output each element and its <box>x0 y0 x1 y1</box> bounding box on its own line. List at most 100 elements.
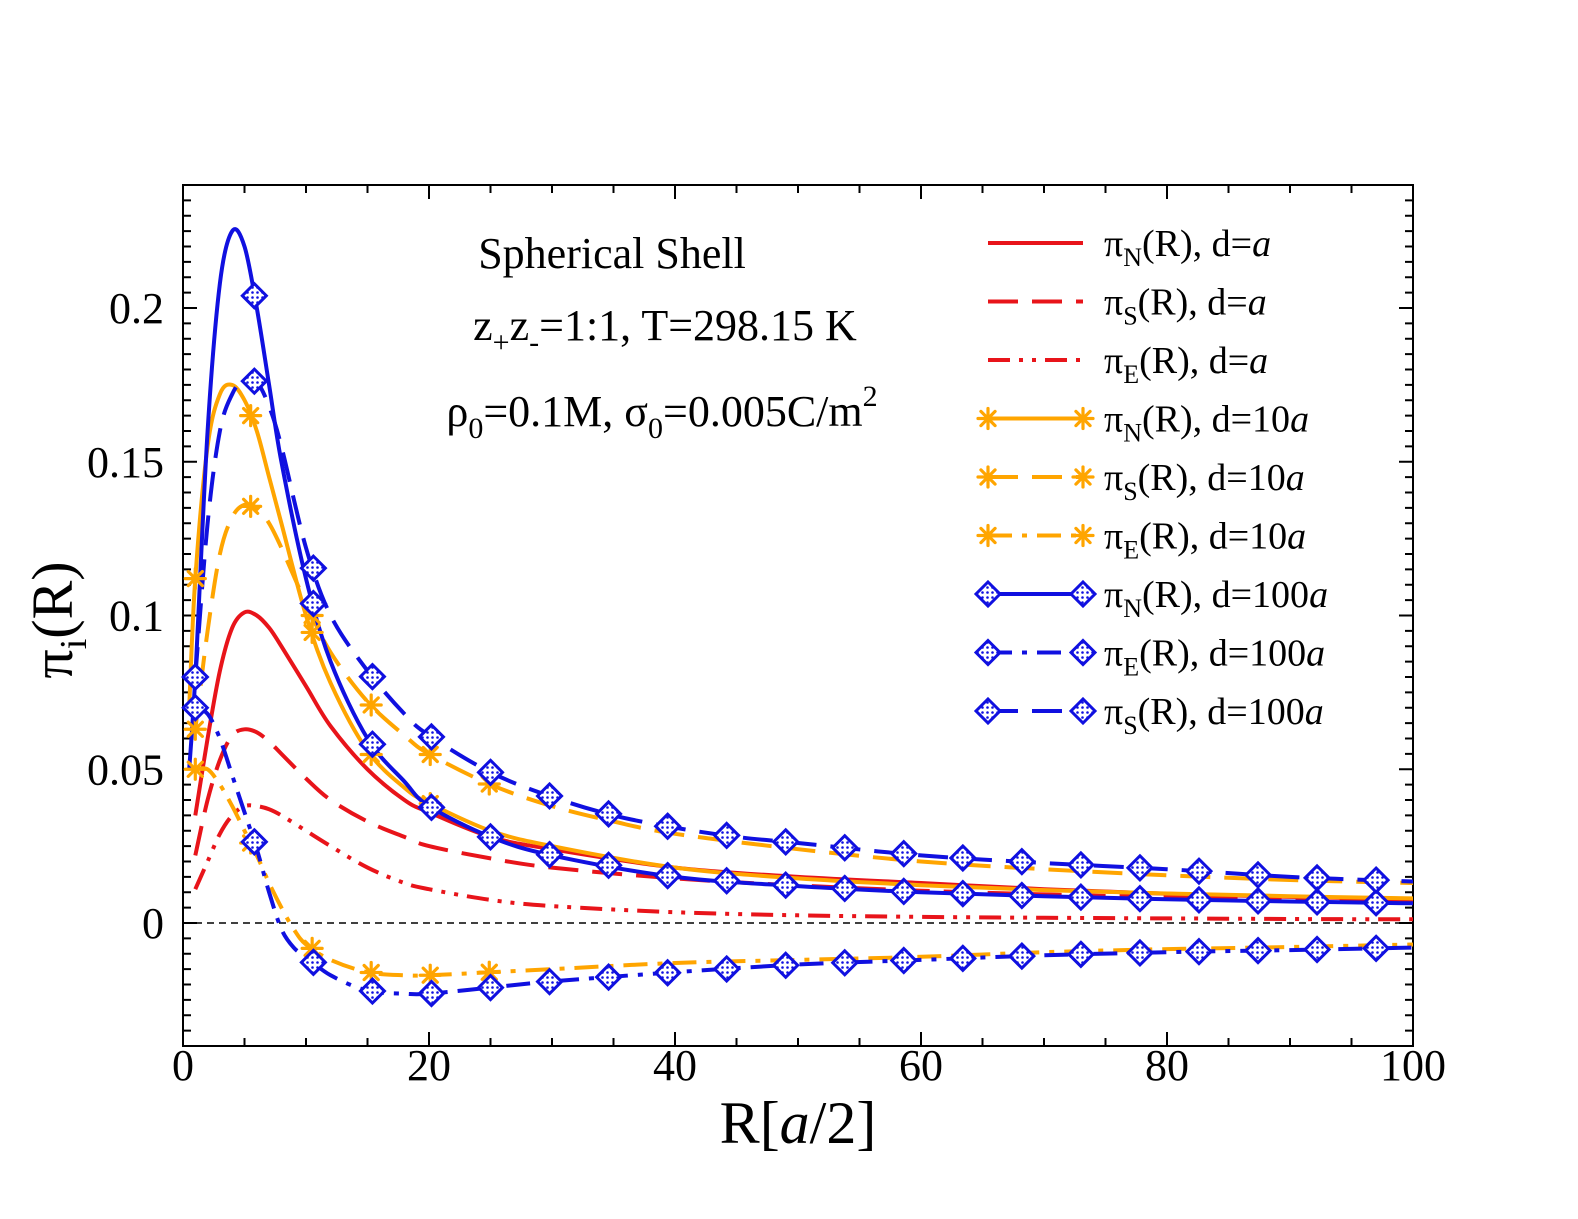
legend-label: πE(R), d=a <box>1104 340 1268 389</box>
series-8-point <box>712 954 741 984</box>
series-9-point <box>830 833 859 862</box>
series-9-point <box>1243 860 1273 889</box>
series-9-point <box>535 781 564 811</box>
series-7-point <box>240 281 269 310</box>
x-tick-label: 40 <box>653 1041 697 1090</box>
legend-item: πS(R), d=10a <box>976 457 1305 506</box>
series-8-point <box>1066 940 1096 969</box>
series-9-point <box>358 662 387 691</box>
legend-swatch-marker <box>1071 406 1095 431</box>
series-6-point <box>183 757 207 781</box>
series-markers <box>181 281 1391 1008</box>
y-tick-label: 0.2 <box>109 284 164 333</box>
series-7-point <box>771 871 800 900</box>
axis-ticks <box>182 184 1414 1047</box>
series-line-8 <box>194 705 1413 997</box>
series-9-point <box>594 799 623 829</box>
series-9-point <box>1125 853 1155 882</box>
series-line-3 <box>193 803 1413 922</box>
series-9-point <box>1184 857 1214 886</box>
y-tick-label: 0.05 <box>87 745 164 794</box>
legend-swatch-marker <box>973 696 1003 726</box>
series-7-point <box>1243 886 1273 916</box>
series-7-point <box>1125 884 1155 913</box>
series-7-point <box>299 589 328 618</box>
annotation-params: ρ0=0.1M, σ0=0.005C/m2 <box>446 380 877 445</box>
series-line-6 <box>195 766 1413 978</box>
x-axis-label: R[a/2] <box>720 1090 877 1156</box>
series-8-point <box>535 967 564 996</box>
series-9-point <box>417 722 446 752</box>
series-8-point <box>1007 941 1036 971</box>
x-tick-label: 0 <box>172 1041 194 1090</box>
legend-swatch-marker <box>976 523 1000 548</box>
y-tick-label: 0 <box>142 899 164 948</box>
series-7-point <box>712 866 741 895</box>
series-8-point <box>653 958 682 987</box>
legend-swatch-marker <box>1071 523 1095 548</box>
series-9-point <box>1302 863 1332 893</box>
legend-swatch-marker <box>1071 465 1095 489</box>
series-7-point <box>1302 887 1332 917</box>
series-8-point <box>1125 938 1155 968</box>
y-axis-label: πi(R) <box>20 561 95 678</box>
legend-label: πN(R), d=a <box>1104 223 1271 272</box>
series-4-point <box>183 566 207 591</box>
legend-label: πN(R), d=10a <box>1104 399 1309 448</box>
legend-swatch-marker <box>973 579 1003 609</box>
series-9-point <box>299 554 328 583</box>
y-tick-label: 0.1 <box>109 592 164 641</box>
series-7-point <box>1361 888 1391 917</box>
series-8-point <box>830 948 859 977</box>
series-9-point <box>240 367 269 396</box>
series-5-point <box>183 717 207 741</box>
series-8-point <box>1302 935 1332 964</box>
annotation-title: Spherical Shell <box>478 229 746 278</box>
series-line-9 <box>193 375 1413 884</box>
series-8-point <box>889 946 918 975</box>
legend-label: πS(R), d=a <box>1104 282 1267 331</box>
x-tick-label: 80 <box>1145 1041 1189 1090</box>
legend-label: πE(R), d=100a <box>1104 633 1325 682</box>
legend-item: πN(R), d=a <box>988 223 1271 272</box>
series-line-4 <box>187 382 1413 901</box>
series-7-point <box>417 793 446 822</box>
x-tick-label: 100 <box>1380 1041 1446 1090</box>
legend-item: πN(R), d=10a <box>976 399 1309 448</box>
series-9-point <box>653 812 682 841</box>
series-5-point <box>359 693 383 717</box>
series-8-point <box>299 948 328 977</box>
series-7-point <box>1184 885 1214 915</box>
series-9-point <box>771 827 800 856</box>
x-tick-label: 20 <box>407 1041 451 1090</box>
series-7-point <box>535 840 564 869</box>
series-7-point <box>358 730 387 759</box>
series-8-point <box>771 951 800 980</box>
legend-swatch-marker <box>976 465 1000 489</box>
series-8-point <box>594 963 623 992</box>
series-7-point <box>594 851 623 880</box>
series-8-point <box>476 973 505 1002</box>
series-8-point <box>1184 937 1214 966</box>
series-4-point <box>239 404 263 428</box>
series-7-point <box>1007 881 1036 910</box>
series-9-point <box>1007 847 1036 876</box>
series-7-point <box>889 877 918 906</box>
legend-label: πS(R), d=100a <box>1104 691 1324 740</box>
series-9-point <box>1066 850 1096 880</box>
series-8-point <box>417 979 446 1008</box>
series-8-point <box>1243 936 1273 965</box>
series-9-point <box>1361 865 1391 895</box>
annotation-valence: z+z-=1:1, T=298.15 K <box>473 301 857 359</box>
series-8-point <box>1361 934 1391 963</box>
series-8-point <box>240 827 269 856</box>
legend-swatch-marker <box>1068 696 1098 726</box>
legend-label: πS(R), d=10a <box>1104 457 1305 506</box>
legend-swatch-marker <box>1068 579 1098 609</box>
legend-label: πN(R), d=100a <box>1104 574 1328 623</box>
series-9-point <box>889 839 918 868</box>
y-tick-label: 0.15 <box>87 438 164 487</box>
series-8-point <box>181 693 210 722</box>
x-tick-label: 60 <box>899 1041 943 1090</box>
